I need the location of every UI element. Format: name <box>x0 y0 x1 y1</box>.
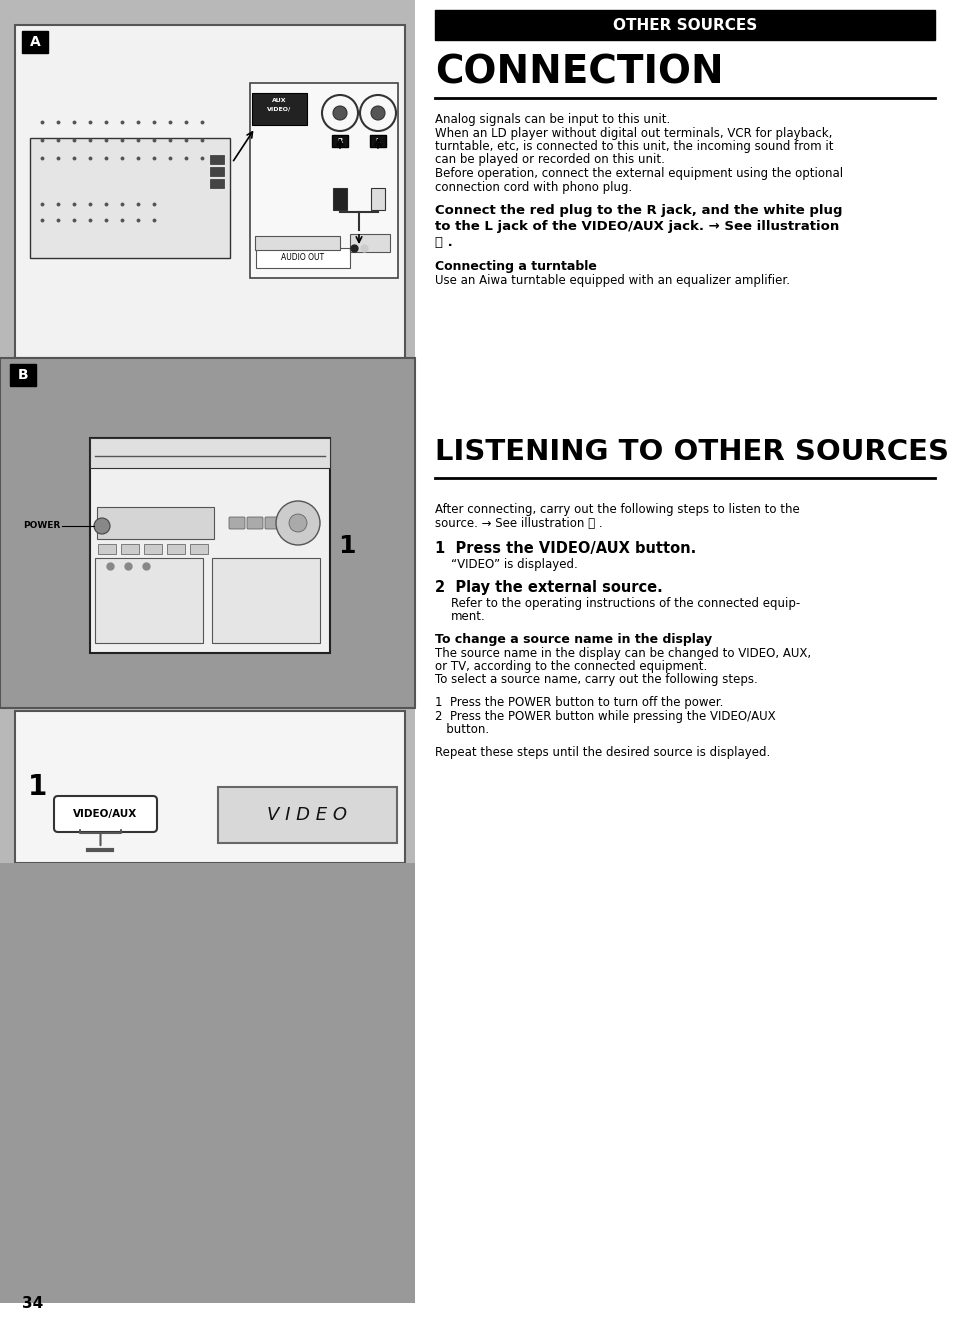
Text: connection cord with phono plug.: connection cord with phono plug. <box>435 180 632 193</box>
FancyBboxPatch shape <box>435 11 934 40</box>
Circle shape <box>289 515 307 532</box>
Circle shape <box>333 107 347 120</box>
FancyBboxPatch shape <box>121 544 139 555</box>
Text: 1  Press the POWER button to turn off the power.: 1 Press the POWER button to turn off the… <box>435 696 722 709</box>
Text: turntable, etc, is connected to this unit, the incoming sound from it: turntable, etc, is connected to this uni… <box>435 140 833 153</box>
Text: LISTENING TO OTHER SOURCES: LISTENING TO OTHER SOURCES <box>435 439 948 467</box>
FancyBboxPatch shape <box>0 862 415 1302</box>
Text: A: A <box>30 35 40 49</box>
Circle shape <box>275 501 319 545</box>
Text: OTHER SOURCES: OTHER SOURCES <box>612 17 757 32</box>
Circle shape <box>371 107 385 120</box>
FancyBboxPatch shape <box>229 517 245 529</box>
Text: source. → See illustration Ⓑ .: source. → See illustration Ⓑ . <box>435 517 602 531</box>
FancyBboxPatch shape <box>98 544 116 555</box>
Text: Use an Aiwa turntable equipped with an equalizer amplifier.: Use an Aiwa turntable equipped with an e… <box>435 275 789 287</box>
FancyBboxPatch shape <box>0 359 415 708</box>
Text: AUX: AUX <box>272 97 286 103</box>
Text: 1: 1 <box>28 773 48 801</box>
Text: Analog signals can be input to this unit.: Analog signals can be input to this unit… <box>435 113 670 127</box>
Circle shape <box>94 519 110 535</box>
FancyBboxPatch shape <box>90 439 330 653</box>
FancyBboxPatch shape <box>250 83 397 279</box>
FancyBboxPatch shape <box>30 139 230 259</box>
FancyBboxPatch shape <box>255 248 350 268</box>
Text: can be played or recorded on this unit.: can be played or recorded on this unit. <box>435 153 664 167</box>
Text: 1  Press the VIDEO/AUX button.: 1 Press the VIDEO/AUX button. <box>435 541 696 556</box>
FancyBboxPatch shape <box>167 544 185 555</box>
FancyBboxPatch shape <box>15 25 405 359</box>
FancyBboxPatch shape <box>90 439 330 468</box>
FancyBboxPatch shape <box>210 179 224 188</box>
Text: Before operation, connect the external equipment using the optional: Before operation, connect the external e… <box>435 167 842 180</box>
Text: VIDEO/: VIDEO/ <box>267 107 291 112</box>
Text: VIDEO/AUX: VIDEO/AUX <box>73 809 137 818</box>
Text: ment.: ment. <box>451 611 485 623</box>
FancyBboxPatch shape <box>333 188 347 211</box>
Text: Ⓐ .: Ⓐ . <box>435 236 453 249</box>
FancyBboxPatch shape <box>10 364 36 387</box>
Text: Connecting a turntable: Connecting a turntable <box>435 260 597 273</box>
Text: Repeat these steps until the desired source is displayed.: Repeat these steps until the desired sou… <box>435 746 769 758</box>
Text: When an LD player without digital out terminals, VCR for playback,: When an LD player without digital out te… <box>435 127 832 140</box>
FancyBboxPatch shape <box>0 0 415 1302</box>
FancyBboxPatch shape <box>97 507 213 539</box>
FancyBboxPatch shape <box>54 796 157 832</box>
Text: The source name in the display can be changed to VIDEO, AUX,: The source name in the display can be ch… <box>435 647 810 660</box>
FancyBboxPatch shape <box>247 517 263 529</box>
Text: To change a source name in the display: To change a source name in the display <box>435 633 711 647</box>
Text: B: B <box>18 368 29 383</box>
Text: Refer to the operating instructions of the connected equip-: Refer to the operating instructions of t… <box>451 597 800 611</box>
FancyBboxPatch shape <box>254 236 339 251</box>
Text: 34: 34 <box>22 1296 43 1310</box>
FancyBboxPatch shape <box>350 235 390 252</box>
FancyBboxPatch shape <box>265 517 281 529</box>
Text: R: R <box>337 139 342 144</box>
FancyBboxPatch shape <box>252 93 307 125</box>
FancyBboxPatch shape <box>15 710 405 862</box>
Text: CONNECTION: CONNECTION <box>435 53 723 91</box>
Text: 1: 1 <box>337 535 355 559</box>
Text: To select a source name, carry out the following steps.: To select a source name, carry out the f… <box>435 673 757 686</box>
FancyBboxPatch shape <box>332 135 348 147</box>
FancyBboxPatch shape <box>190 544 208 555</box>
FancyBboxPatch shape <box>144 544 162 555</box>
Text: V I D E O: V I D E O <box>267 806 347 824</box>
Text: L: L <box>375 139 380 144</box>
FancyBboxPatch shape <box>218 786 396 842</box>
Text: 2  Play the external source.: 2 Play the external source. <box>435 580 662 595</box>
FancyBboxPatch shape <box>22 31 48 53</box>
Text: POWER: POWER <box>23 521 60 531</box>
FancyBboxPatch shape <box>371 188 385 211</box>
Text: or TV, according to the connected equipment.: or TV, according to the connected equipm… <box>435 660 706 673</box>
Text: “VIDEO” is displayed.: “VIDEO” is displayed. <box>451 559 578 571</box>
Text: Connect the red plug to the R jack, and the white plug: Connect the red plug to the R jack, and … <box>435 204 841 217</box>
Text: to the L jack of the VIDEO/AUX jack. → See illustration: to the L jack of the VIDEO/AUX jack. → S… <box>435 220 839 233</box>
FancyBboxPatch shape <box>370 135 386 147</box>
Text: button.: button. <box>435 722 489 736</box>
Text: 2  Press the POWER button while pressing the VIDEO/AUX: 2 Press the POWER button while pressing … <box>435 710 775 722</box>
Text: After connecting, carry out the following steps to listen to the: After connecting, carry out the followin… <box>435 503 799 516</box>
FancyBboxPatch shape <box>210 155 224 164</box>
Text: AUDIO OUT: AUDIO OUT <box>281 253 324 263</box>
FancyBboxPatch shape <box>212 559 319 643</box>
FancyBboxPatch shape <box>95 559 203 643</box>
FancyBboxPatch shape <box>210 167 224 176</box>
